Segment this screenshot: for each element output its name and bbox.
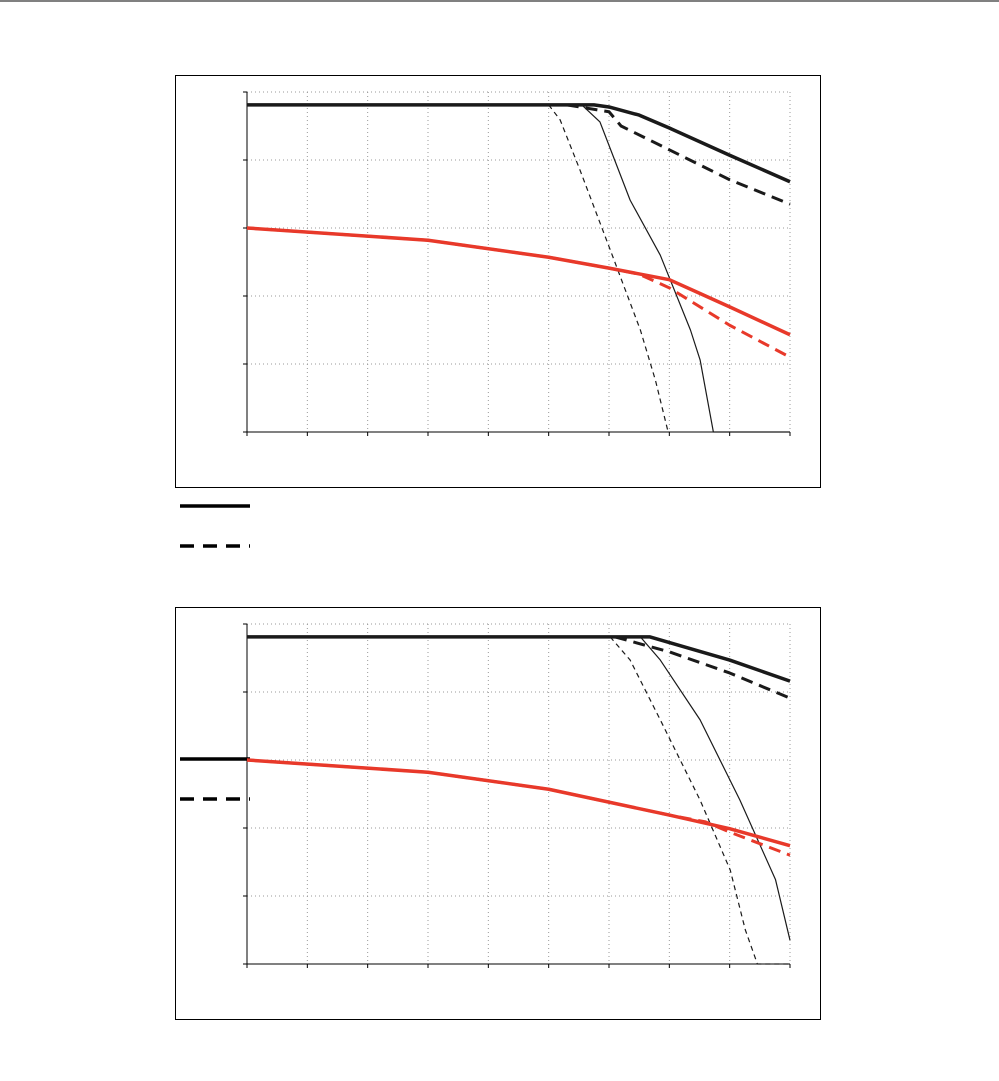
series-line	[609, 636, 790, 965]
plots	[243, 91, 791, 968]
chart-frame	[175, 607, 821, 1020]
series-line	[548, 104, 669, 433]
series-line	[246, 758, 791, 848]
series-line	[246, 226, 791, 359]
chart-frame	[175, 75, 821, 488]
series-line	[566, 103, 791, 206]
series-line	[614, 635, 791, 700]
series-line	[246, 226, 791, 337]
series-line	[246, 758, 791, 857]
series-line	[639, 636, 791, 941]
series-line	[247, 103, 791, 184]
series-line	[581, 104, 790, 433]
series-line	[247, 635, 791, 683]
